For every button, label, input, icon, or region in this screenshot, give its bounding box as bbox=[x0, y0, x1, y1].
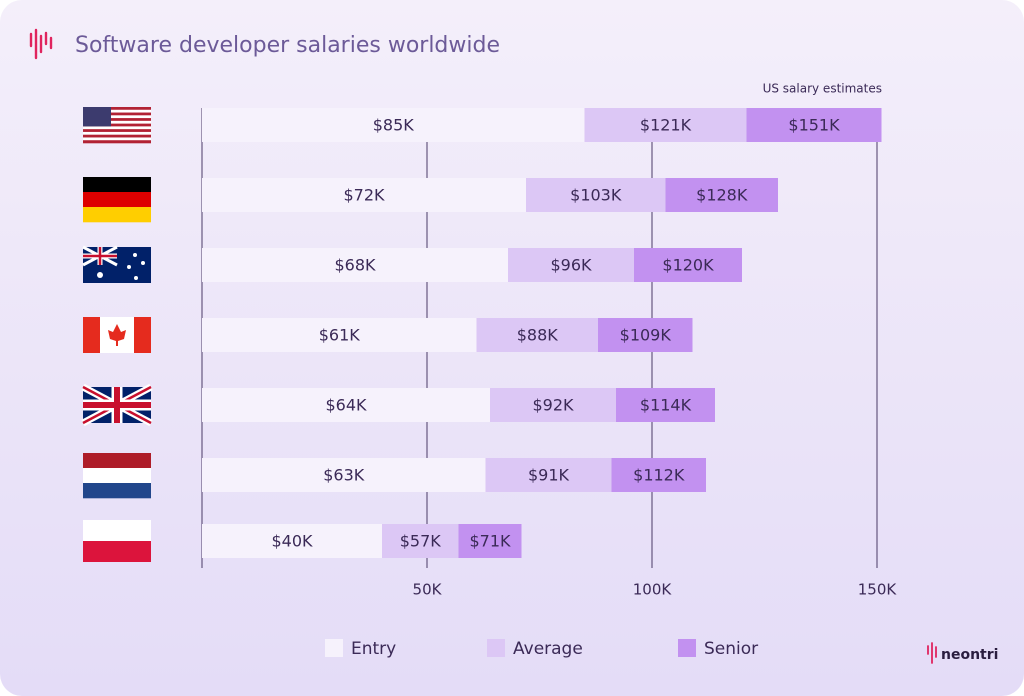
legend-label: Average bbox=[513, 639, 583, 659]
flag-band bbox=[83, 207, 151, 223]
flag-star bbox=[97, 272, 103, 278]
flag-stripe bbox=[83, 134, 151, 138]
flag bbox=[81, 383, 153, 427]
flag-canton bbox=[83, 107, 111, 127]
flag-band bbox=[83, 541, 151, 562]
value-label: $151K bbox=[788, 116, 840, 135]
value-label: $109K bbox=[620, 326, 672, 345]
brand-icon bbox=[927, 642, 937, 664]
flag bbox=[83, 317, 151, 353]
value-label: $128K bbox=[696, 186, 748, 205]
legend-swatch bbox=[678, 639, 696, 657]
value-label: $112K bbox=[633, 466, 685, 485]
value-label: $61K bbox=[319, 326, 361, 345]
annotation: US salary estimates bbox=[763, 82, 882, 96]
x-tick-label: 50K bbox=[413, 581, 443, 599]
flag-stripe bbox=[83, 109, 151, 113]
value-label: $40K bbox=[271, 532, 313, 551]
flag-star bbox=[134, 276, 138, 280]
value-label: $96K bbox=[550, 256, 592, 275]
legend-swatch bbox=[487, 639, 505, 657]
flag bbox=[83, 453, 151, 499]
flag bbox=[83, 520, 151, 562]
legend-swatch bbox=[325, 639, 343, 657]
value-label: $92K bbox=[532, 396, 574, 415]
flag-star bbox=[141, 261, 145, 265]
flag-star bbox=[133, 253, 137, 257]
bar bbox=[202, 248, 508, 282]
flag-band bbox=[83, 483, 151, 499]
flag-band bbox=[83, 192, 151, 208]
value-label: $57K bbox=[400, 532, 442, 551]
bar bbox=[202, 524, 382, 558]
flag-band bbox=[83, 317, 100, 353]
value-label: $91K bbox=[528, 466, 570, 485]
flag-stripe bbox=[83, 129, 151, 133]
flag-cross bbox=[83, 247, 117, 265]
flag-star bbox=[127, 265, 131, 269]
flag-stripe bbox=[83, 137, 151, 141]
flag-cross bbox=[83, 387, 151, 423]
flag bbox=[83, 107, 151, 144]
flag-stripe bbox=[83, 115, 151, 119]
value-label: $121K bbox=[640, 116, 692, 135]
x-tick-label: 150K bbox=[858, 581, 898, 599]
legend-label: Senior bbox=[704, 639, 758, 659]
value-label: $114K bbox=[640, 396, 692, 415]
bar bbox=[202, 388, 490, 422]
value-label: $68K bbox=[334, 256, 376, 275]
bar bbox=[202, 178, 526, 212]
flag-leaf bbox=[108, 324, 126, 346]
flag-stripe bbox=[83, 118, 151, 122]
flag-band bbox=[134, 317, 151, 353]
bar bbox=[202, 318, 477, 352]
flag-stripe bbox=[83, 131, 151, 135]
flag-stripe bbox=[83, 120, 151, 124]
value-label: $71K bbox=[469, 532, 511, 551]
flag-band bbox=[83, 453, 151, 469]
flag-stripe bbox=[83, 126, 151, 130]
bar bbox=[202, 458, 486, 492]
flag-stripe bbox=[83, 112, 151, 116]
value-label: $103K bbox=[570, 186, 622, 205]
brand: neontri bbox=[941, 647, 998, 663]
chart-title: Software developer salaries worldwide bbox=[75, 33, 500, 58]
value-label: $72K bbox=[343, 186, 385, 205]
flag bbox=[82, 245, 151, 283]
flag-band bbox=[83, 520, 151, 541]
flag bbox=[83, 177, 151, 223]
flag-band bbox=[83, 468, 151, 484]
flag-stripe bbox=[83, 107, 151, 111]
value-label: $88K bbox=[517, 326, 559, 345]
value-label: $120K bbox=[662, 256, 714, 275]
flag-stripe bbox=[83, 140, 151, 144]
value-label: $85K bbox=[373, 116, 415, 135]
flag-stripe bbox=[83, 123, 151, 127]
legend-label: Entry bbox=[351, 639, 396, 659]
logo-icon bbox=[29, 28, 53, 60]
value-label: $63K bbox=[323, 466, 365, 485]
value-label: $64K bbox=[325, 396, 367, 415]
flag-band bbox=[83, 177, 151, 193]
bar bbox=[202, 108, 585, 142]
x-tick-label: 100K bbox=[633, 581, 673, 599]
